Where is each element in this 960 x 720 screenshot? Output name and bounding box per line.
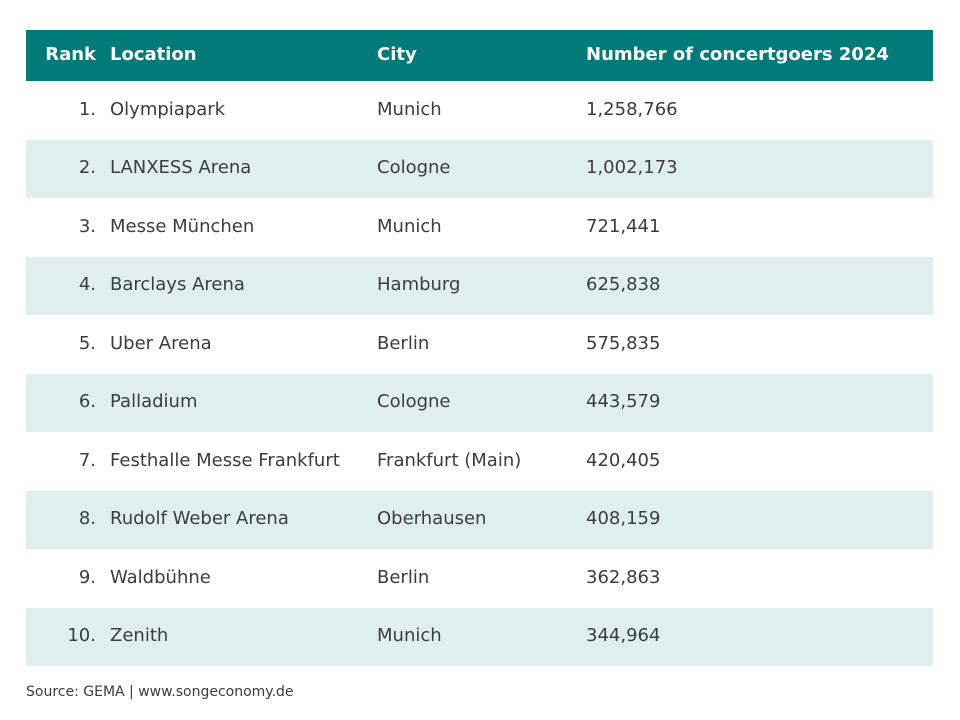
number-cell: 420,405 bbox=[586, 449, 661, 471]
number-cell: 1,258,766 bbox=[586, 98, 678, 120]
number-cell: 408,159 bbox=[586, 508, 661, 530]
city-cell: Berlin bbox=[377, 332, 430, 354]
table-row: 3. Messe München Munich 721,441 bbox=[26, 198, 933, 257]
rank-cell: 1. bbox=[78, 98, 96, 120]
header-location: Location bbox=[110, 44, 197, 65]
header-number: Number of concertgoers 2024 bbox=[586, 44, 889, 65]
table-row: 2. LANXESS Arena Cologne 1,002,173 bbox=[26, 139, 933, 198]
rank-cell: 3. bbox=[78, 215, 96, 237]
number-cell: 575,835 bbox=[586, 332, 661, 354]
number-cell: 625,838 bbox=[586, 274, 661, 296]
table-row: 4. Barclays Arena Hamburg 625,838 bbox=[26, 256, 933, 315]
location-cell: Rudolf Weber Arena bbox=[110, 508, 289, 530]
header-rank: Rank bbox=[45, 44, 96, 65]
table-row: 8. Rudolf Weber Arena Oberhausen 408,159 bbox=[26, 490, 933, 549]
table-row: 5. Uber Arena Berlin 575,835 bbox=[26, 315, 933, 374]
table-row: 9. Waldbühne Berlin 362,863 bbox=[26, 549, 933, 608]
rank-cell: 4. bbox=[78, 274, 96, 296]
number-cell: 1,002,173 bbox=[586, 157, 678, 179]
location-cell: Messe München bbox=[110, 215, 255, 237]
rank-cell: 10. bbox=[67, 625, 96, 647]
location-cell: Olympiapark bbox=[110, 98, 226, 120]
number-cell: 362,863 bbox=[586, 566, 661, 588]
location-cell: Palladium bbox=[110, 391, 198, 413]
table-row: 10. Zenith Munich 344,964 bbox=[26, 607, 933, 666]
location-cell: Uber Arena bbox=[110, 332, 212, 354]
city-cell: Cologne bbox=[377, 391, 451, 413]
header-city: City bbox=[377, 44, 417, 65]
location-cell: Barclays Arena bbox=[110, 274, 245, 296]
rank-cell: 6. bbox=[78, 391, 96, 413]
city-cell: Hamburg bbox=[377, 274, 461, 296]
table-row: 6. Palladium Cologne 443,579 bbox=[26, 373, 933, 432]
number-cell: 721,441 bbox=[586, 215, 661, 237]
location-cell: Waldbühne bbox=[110, 566, 211, 588]
rank-cell: 8. bbox=[78, 508, 96, 530]
table-header-row: Rank Location City Number of concertgoer… bbox=[26, 30, 933, 81]
city-cell: Oberhausen bbox=[377, 508, 487, 530]
city-cell: Munich bbox=[377, 98, 442, 120]
location-cell: Festhalle Messe Frankfurt bbox=[110, 449, 340, 471]
location-cell: Zenith bbox=[110, 625, 169, 647]
rank-cell: 2. bbox=[78, 157, 96, 179]
source-note: Source: GEMA | www.songeconomy.de bbox=[26, 684, 294, 700]
city-cell: Munich bbox=[377, 625, 442, 647]
concert-venues-table: Rank Location City Number of concertgoer… bbox=[26, 30, 933, 666]
number-cell: 344,964 bbox=[586, 625, 661, 647]
rank-cell: 5. bbox=[78, 332, 96, 354]
city-cell: Cologne bbox=[377, 157, 451, 179]
location-cell: LANXESS Arena bbox=[110, 157, 252, 179]
city-cell: Munich bbox=[377, 215, 442, 237]
table-row: 1. Olympiapark Munich 1,258,766 bbox=[26, 81, 933, 140]
city-cell: Berlin bbox=[377, 566, 430, 588]
city-cell: Frankfurt (Main) bbox=[377, 449, 522, 471]
number-cell: 443,579 bbox=[586, 391, 661, 413]
rank-cell: 7. bbox=[78, 449, 96, 471]
rank-cell: 9. bbox=[78, 566, 96, 588]
table-row: 7. Festhalle Messe Frankfurt Frankfurt (… bbox=[26, 432, 933, 491]
